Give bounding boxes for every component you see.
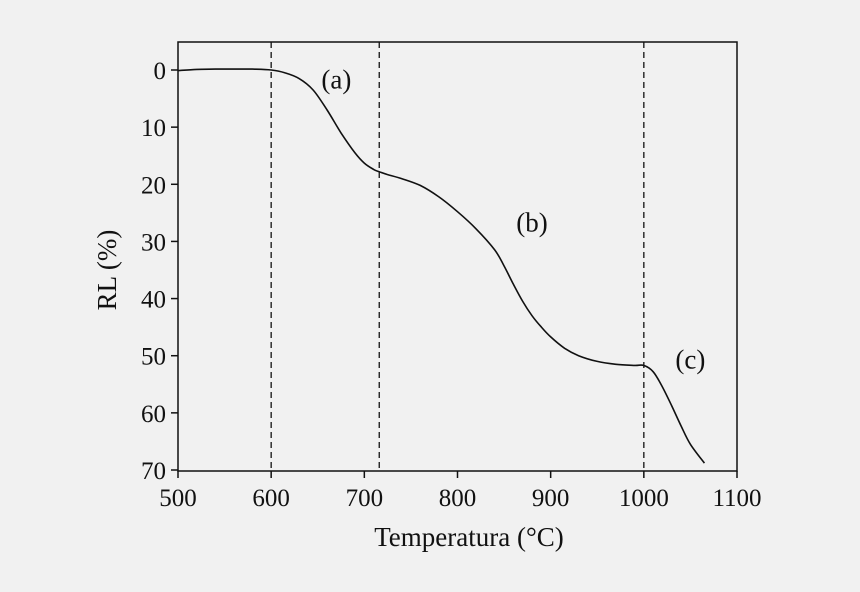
annotation-label: (b)	[516, 207, 547, 237]
annotation-label: (a)	[321, 65, 351, 95]
y-tick-label: 0	[154, 58, 167, 85]
y-tick-label: 20	[141, 172, 166, 199]
series-line-rl	[177, 68, 706, 464]
y-tick-label: 70	[141, 458, 166, 485]
x-tick-label: 700	[346, 485, 384, 512]
plot-frame	[177, 41, 738, 472]
annotation-label: (c)	[675, 345, 705, 375]
x-axis-title: Temperatura (°C)	[374, 522, 564, 552]
x-axis-ticks: 500 600 700 800 900 1000 1100	[159, 471, 762, 512]
y-axis-title: RL (%)	[92, 230, 122, 311]
x-tick-label: 600	[252, 485, 290, 512]
y-tick-label: 10	[141, 115, 166, 142]
x-tick-label: 1000	[619, 485, 669, 512]
y-tick-label: 30	[141, 229, 166, 256]
y-tick-label: 60	[141, 401, 166, 428]
x-tick-label: 900	[532, 485, 570, 512]
annotations: (a) (b) (c)	[321, 65, 705, 375]
y-tick-label: 50	[141, 344, 166, 371]
x-tick-label: 800	[439, 485, 477, 512]
x-tick-label: 1100	[712, 485, 761, 512]
y-tick-label: 40	[141, 287, 166, 314]
y-axis-ticks: 0 10 20 30 40 50 60 70	[141, 58, 178, 485]
reference-lines	[270, 42, 645, 471]
x-tick-label: 500	[159, 485, 197, 512]
